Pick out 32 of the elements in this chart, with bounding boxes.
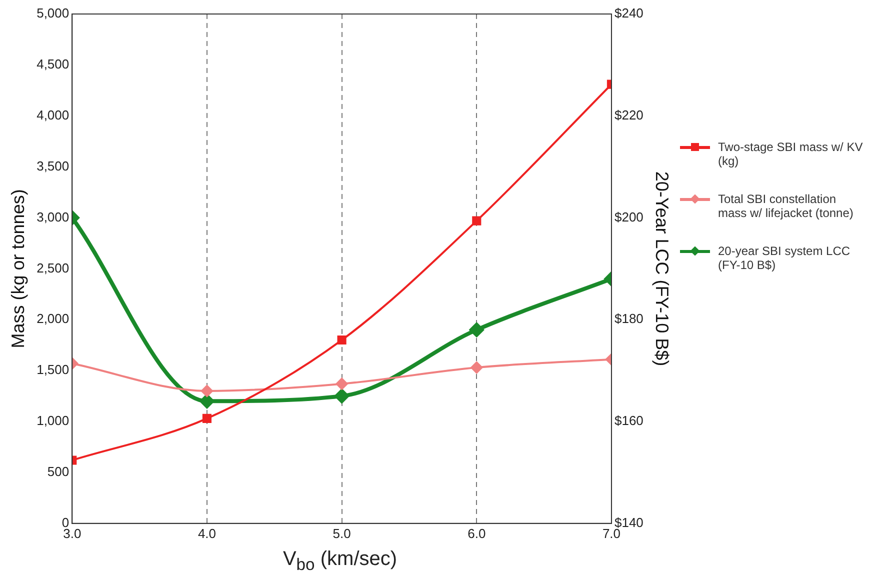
y-tick-label: 2,500 — [36, 260, 70, 276]
y-tick-label: 1,500 — [36, 362, 70, 378]
point — [202, 414, 212, 423]
x-axis-title: V$_{bo}$ (km/sec) — [282, 548, 398, 575]
y-tick-label: 500 — [47, 464, 70, 480]
y-tick-label: 3,500 — [36, 158, 70, 174]
point — [200, 384, 213, 397]
y-tick-label: 4,000 — [36, 107, 70, 122]
y2-tick-label: $240 — [614, 6, 644, 21]
legend-label: 20-year SBI system LCC (FY-10 B$) — [718, 244, 852, 272]
point — [470, 362, 483, 374]
legend-label: Two-stage SBI mass w/ KV (kg) — [718, 140, 864, 168]
y-tick-label: 2,000 — [36, 311, 70, 326]
y-tick-label: 3,000 — [36, 209, 70, 224]
y-tick-label: 4,500 — [36, 56, 70, 72]
x-tick-label: 6.0 — [468, 526, 486, 541]
x-tick-label: 4.0 — [198, 526, 216, 541]
y2-tick-label: $140 — [614, 514, 644, 530]
point — [336, 378, 348, 390]
x-tick-label: 5.0 — [332, 526, 351, 541]
y-axis-title: Mass (kg or tonnes) — [8, 189, 28, 348]
legend-label: Total SBI constellation mass w/ lifejacket (tonne) — [718, 192, 854, 220]
y2-tick-label: $200 — [614, 209, 644, 224]
y2-tick-label: $160 — [614, 413, 644, 428]
y-tick-label: 5,000 — [36, 6, 70, 21]
point — [337, 335, 346, 345]
point — [472, 216, 482, 226]
point — [334, 389, 349, 404]
y2-axis-title: 20-Year LCC (FY-10 B$) — [652, 171, 672, 366]
y2-tick-label: $220 — [614, 107, 644, 122]
y2-tick-label: $180 — [614, 311, 644, 326]
y-tick-label: 1,000 — [36, 413, 70, 428]
